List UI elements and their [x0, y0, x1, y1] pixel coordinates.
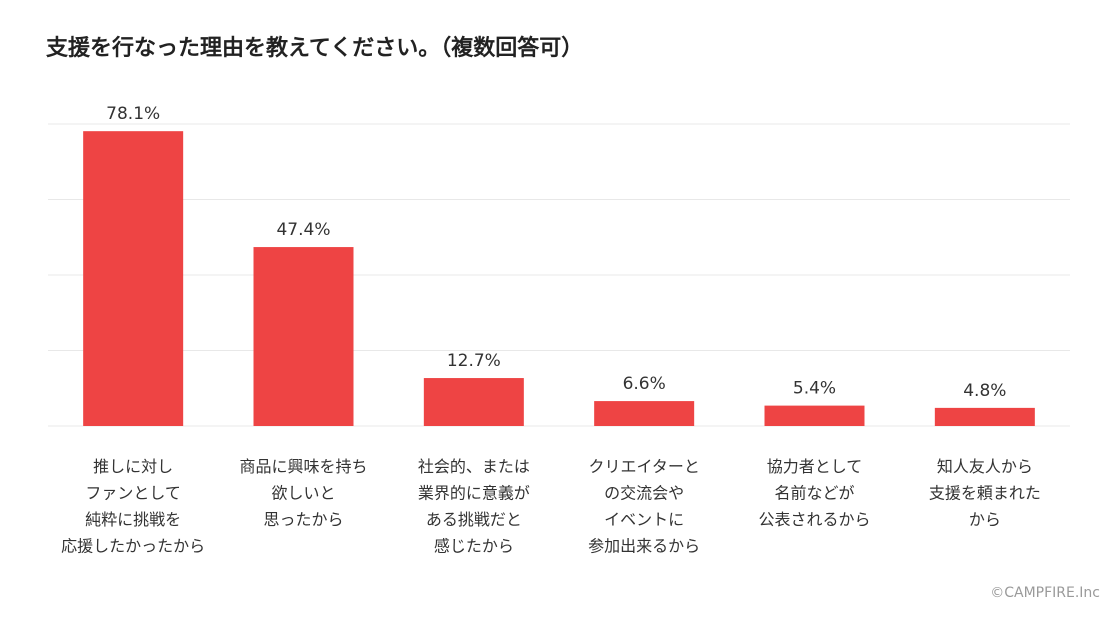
category-label-line: 思ったから [263, 510, 343, 529]
data-label: 78.1% [106, 104, 160, 124]
category-label-line: 公表されるから [758, 510, 870, 529]
chart-title: 支援を行なった理由を教えてください。（複数回答可） [46, 36, 584, 61]
category-label-line: 商品に興味を持ち [239, 457, 367, 476]
bar [83, 131, 184, 427]
category-label-line: 参加出来るから [588, 537, 700, 556]
copyright-credit: ©CAMPFIRE.Inc [990, 585, 1100, 601]
data-label: 47.4% [276, 220, 330, 240]
data-label: 6.6% [623, 374, 666, 394]
category-label: 社会的、または業界的に意義がある挑戦だと感じたから [418, 457, 530, 556]
category-label-line: から [969, 510, 1001, 529]
category-label-line: 推しに対し [93, 457, 173, 476]
bar [594, 401, 695, 426]
bar [764, 405, 865, 426]
category-label: 知人友人から支援を頼まれたから [929, 457, 1041, 529]
bar [934, 407, 1035, 426]
category-label-line: イベントに [604, 510, 684, 529]
bar [423, 378, 524, 426]
category-label: 推しに対しファンとして純粋に挑戦を応援したかったから [61, 457, 205, 556]
data-label: 12.7% [447, 351, 501, 371]
category-label-line: 業界的に意義が [418, 484, 530, 503]
bar [253, 247, 354, 426]
category-label-line: クリエイターと [588, 457, 699, 476]
category-label-line: 応援したかったから [61, 537, 205, 556]
data-label: 4.8% [963, 381, 1006, 401]
category-label: 協力者として名前などが公表されるから [758, 457, 870, 529]
category-label-line: 協力者として [767, 457, 863, 476]
category-label-line: 社会的、または [418, 457, 530, 476]
category-label-line: ある挑戦だと [426, 510, 522, 529]
category-label-line: 名前などが [774, 484, 854, 503]
category-label-line: 知人友人から [937, 457, 1033, 476]
category-label-line: の交流会や [604, 484, 684, 503]
category-label-line: ファンとして [85, 484, 181, 503]
category-label: 商品に興味を持ち欲しいと思ったから [239, 457, 367, 529]
data-label: 5.4% [793, 379, 836, 399]
category-label-line: 支援を頼まれた [929, 484, 1041, 503]
category-label-line: 純粋に挑戦を [85, 510, 181, 529]
category-label: クリエイターとの交流会やイベントに参加出来るから [588, 457, 700, 556]
category-label-line: 欲しいと [271, 484, 335, 503]
category-label-line: 感じたから [434, 537, 514, 556]
